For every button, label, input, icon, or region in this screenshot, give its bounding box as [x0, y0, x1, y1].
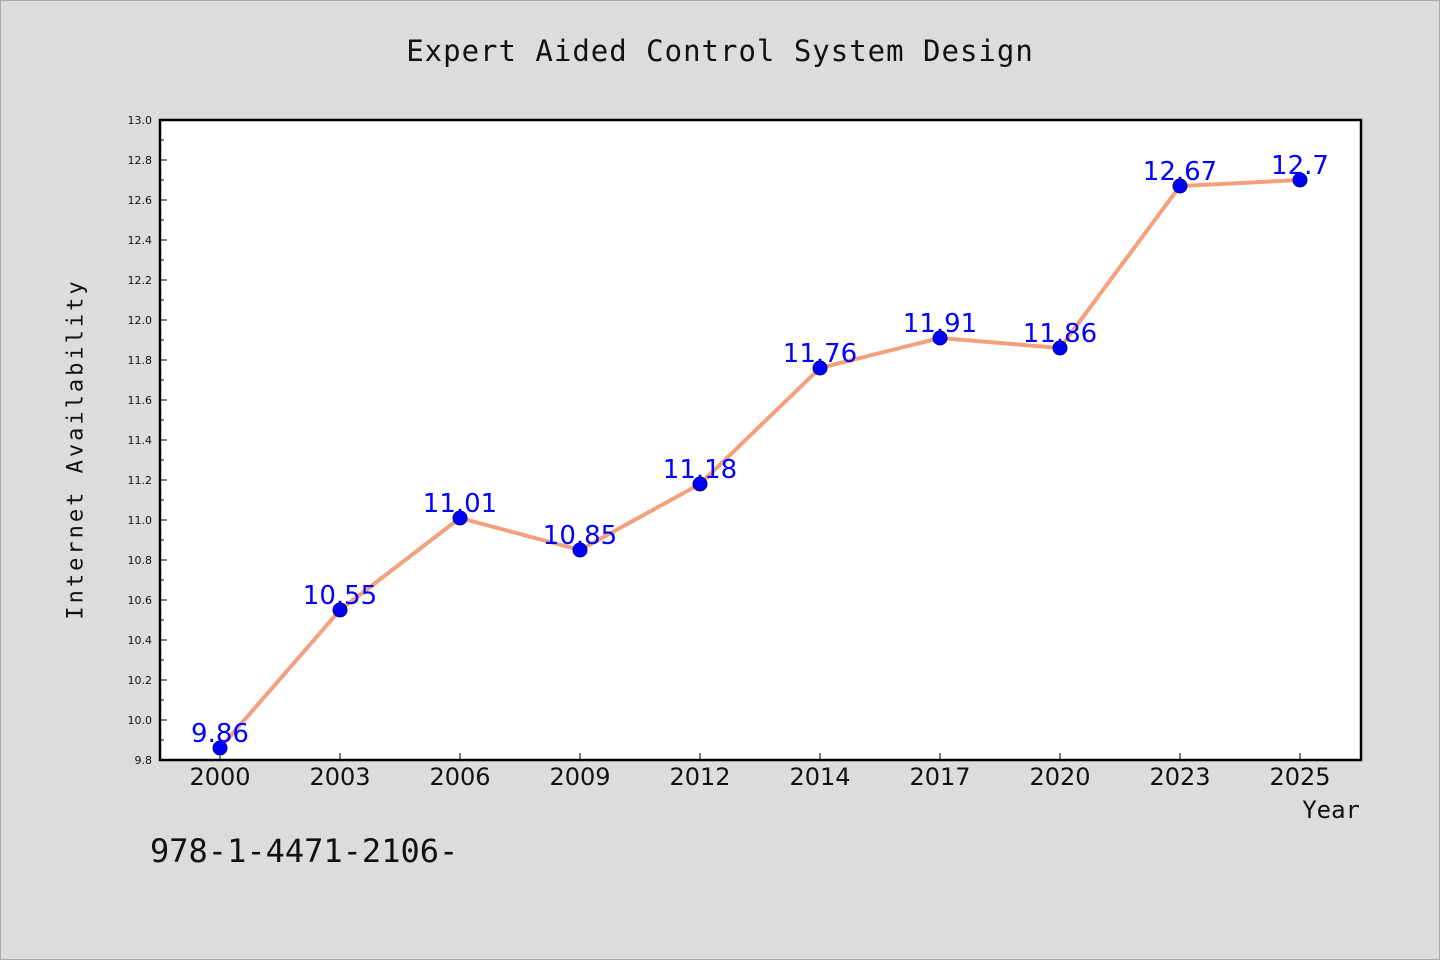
- x-tick-label: 2020: [1029, 763, 1090, 791]
- y-tick-label: 12.6: [128, 194, 153, 207]
- footer-code: 978-1-4471-2106-: [150, 832, 459, 870]
- x-tick-label: 2003: [309, 763, 370, 791]
- chart-title: Expert Aided Control System Design: [406, 34, 1034, 68]
- data-label: 11.91: [903, 309, 977, 339]
- data-label: 11.01: [423, 489, 497, 519]
- data-label: 10.85: [543, 521, 617, 551]
- y-tick-label: 9.8: [135, 754, 153, 767]
- y-tick-label: 11.2: [128, 474, 153, 487]
- series-line: [218, 178, 1302, 750]
- x-axis-ticks: 2000 2003 2006 2009 2012 2014 2017 2020 2023 2025: [189, 753, 1331, 791]
- y-tick-label: 12.2: [128, 274, 153, 287]
- y-tick-label: 11.0: [128, 514, 153, 527]
- data-labels: 9.86 10.55 11.01 10.85 11.18 11.76 11.91 11.86 1…: [191, 151, 1329, 749]
- data-point: [452, 510, 468, 526]
- y-tick-label: 12.4: [128, 234, 153, 247]
- plot-area: [158, 118, 1363, 762]
- x-tick-label: 2023: [1149, 763, 1210, 791]
- x-tick-label: 2025: [1269, 763, 1330, 791]
- data-point: [1052, 340, 1068, 356]
- data-label: 11.86: [1023, 319, 1097, 349]
- y-axis-ticks: 9.8 10.0 10.2 10.4 10.6 10.8 11.0 11.2 11.4 11.6 1…: [128, 114, 167, 767]
- y-tick-label: 10.6: [128, 594, 153, 607]
- data-point: [1172, 178, 1188, 194]
- data-label: 10.55: [303, 581, 377, 611]
- y-tick-label: 11.6: [128, 394, 153, 407]
- y-tick-label: 11.8: [128, 354, 153, 367]
- y-tick-label: 12.8: [128, 154, 153, 167]
- y-tick-label: 10.4: [128, 634, 153, 647]
- data-point: [212, 740, 228, 756]
- x-tick-label: 2012: [669, 763, 730, 791]
- data-label: 11.18: [663, 455, 737, 485]
- y-tick-label: 10.8: [128, 554, 153, 567]
- y-tick-label: 11.4: [128, 434, 153, 447]
- data-point: [1292, 172, 1308, 188]
- data-label: 12.67: [1143, 157, 1217, 187]
- y-tick-label: 10.2: [128, 674, 153, 687]
- y-tick-label: 13.0: [128, 114, 153, 127]
- x-tick-label: 2006: [429, 763, 490, 791]
- data-point: [932, 330, 948, 346]
- x-tick-label: 2017: [909, 763, 970, 791]
- data-label: 9.86: [191, 719, 249, 749]
- y-tick-label: 10.0: [128, 714, 153, 727]
- x-tick-label: 2000: [189, 763, 250, 791]
- x-tick-label: 2009: [549, 763, 610, 791]
- data-point: [812, 360, 828, 376]
- data-label: 12.7: [1271, 151, 1329, 181]
- y-tick-label: 12.0: [128, 314, 153, 327]
- data-label: 11.76: [783, 339, 857, 369]
- data-point: [332, 602, 348, 618]
- data-point: [692, 476, 708, 492]
- x-axis-label: Year: [1302, 796, 1360, 824]
- series-markers: [212, 172, 1308, 756]
- data-point: [572, 542, 588, 558]
- x-tick-label: 2014: [789, 763, 850, 791]
